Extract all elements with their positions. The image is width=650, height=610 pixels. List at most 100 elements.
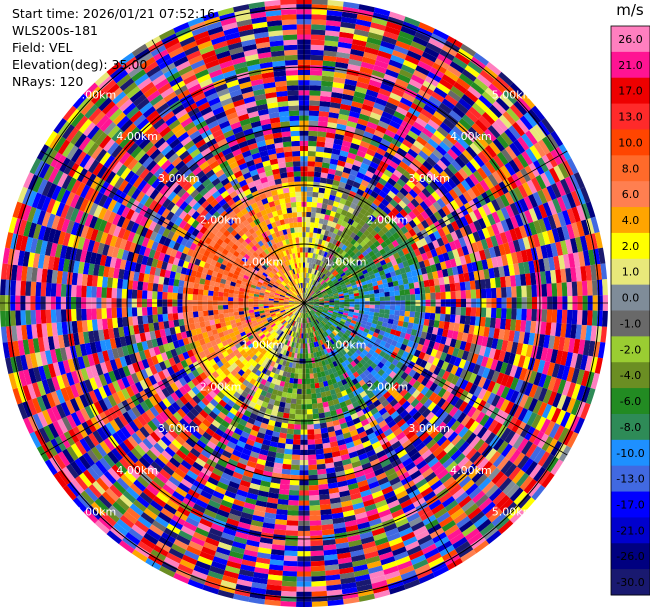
ray-gate — [298, 363, 303, 369]
ray-gate — [287, 510, 299, 516]
ray-gate — [420, 219, 430, 229]
ray-gate — [480, 238, 489, 250]
ray-gate — [350, 185, 359, 194]
ray-gate — [379, 115, 392, 125]
ray-gate — [380, 40, 396, 50]
ray-gate — [373, 64, 387, 74]
ray-gate — [307, 257, 310, 263]
ray-gate — [440, 306, 446, 315]
ray-gate — [366, 148, 376, 157]
ray-gate — [316, 463, 326, 470]
ray-gate — [318, 488, 330, 495]
ray-gate — [306, 409, 313, 415]
ray-gate — [364, 307, 370, 312]
ray-gate — [446, 65, 462, 78]
ray-gate — [312, 408, 319, 415]
ray-gate — [308, 130, 318, 137]
ray-gate — [484, 161, 497, 174]
ray-gate — [394, 269, 402, 276]
ray-gate — [359, 298, 365, 302]
ray-gate — [513, 186, 524, 201]
ray-gate — [307, 429, 315, 435]
ray-gate — [455, 290, 462, 300]
ray-gate — [385, 68, 400, 79]
ray-gate — [307, 454, 317, 461]
ray-gate — [341, 220, 348, 228]
ray-gate — [528, 193, 539, 208]
ray-gate — [308, 140, 317, 147]
ray-gate — [390, 259, 398, 267]
ray-gate — [392, 224, 401, 233]
ray-gate — [397, 101, 411, 112]
ray-gate — [352, 262, 359, 269]
ray-gate — [369, 27, 385, 36]
ray-gate — [361, 250, 369, 257]
ray-gate — [292, 444, 301, 450]
ray-gate — [296, 398, 302, 405]
ray-gate — [330, 276, 337, 282]
ray-gate — [309, 100, 320, 107]
ray-gate — [346, 283, 352, 288]
ray-gate — [336, 51, 351, 59]
ray-gate — [448, 110, 462, 122]
ray-gate — [450, 199, 460, 211]
ray-gate — [307, 294, 311, 300]
ray-gate — [405, 166, 416, 176]
ray-gate — [492, 100, 507, 115]
ray-gate — [287, 387, 293, 394]
ray-gate — [292, 449, 301, 455]
ray-gate — [371, 107, 384, 116]
ray-gate — [571, 310, 578, 325]
ray-gate — [408, 219, 417, 229]
ray-gate — [354, 86, 368, 95]
ray-gate — [441, 235, 450, 245]
ray-gate — [352, 33, 368, 42]
ray-gate — [340, 272, 346, 278]
ray-gate — [576, 281, 583, 296]
ray-gate — [357, 76, 371, 85]
ray-gate — [392, 195, 402, 204]
ray-gate — [289, 408, 296, 415]
ray-gate — [488, 141, 501, 155]
ray-gate — [354, 216, 362, 224]
ray-gate — [370, 264, 378, 271]
ray-gate — [285, 397, 292, 404]
ray-gate — [309, 85, 322, 91]
ray-gate — [342, 166, 352, 175]
ray-gate — [309, 290, 314, 295]
ray-gate — [504, 145, 517, 160]
ray-gate — [356, 259, 363, 266]
ray-gate — [449, 240, 457, 251]
ray-gate — [337, 160, 346, 167]
ray-gate — [366, 121, 378, 130]
ray-gate — [533, 142, 546, 158]
ray-gate — [359, 240, 367, 248]
ray-gate — [308, 262, 312, 269]
ray-gate — [327, 272, 332, 278]
ray-gate — [468, 222, 478, 234]
ray-gate — [495, 221, 505, 234]
ray-gate — [327, 231, 334, 238]
ray-gate — [384, 230, 393, 239]
ray-gate — [337, 277, 343, 282]
ray-gate — [321, 167, 329, 174]
ray-gate — [364, 94, 377, 103]
ray-gate — [284, 443, 293, 450]
ray-gate — [286, 428, 295, 435]
ray-gate — [356, 171, 366, 180]
ray-gate — [305, 363, 310, 369]
ray-gate — [374, 293, 380, 298]
ray-gate — [358, 145, 368, 154]
ray-gate — [375, 275, 382, 282]
ray-gate — [308, 459, 317, 466]
ray-gate — [441, 205, 451, 216]
ray-gate — [332, 257, 338, 263]
ray-gate — [335, 246, 342, 253]
ray-gate — [308, 298, 314, 302]
ray-gate — [356, 14, 373, 23]
ray-gate — [551, 309, 558, 323]
ray-gate — [330, 243, 336, 250]
ray-gate — [310, 383, 316, 389]
ray-gate — [421, 127, 434, 139]
ray-gate — [311, 207, 317, 213]
